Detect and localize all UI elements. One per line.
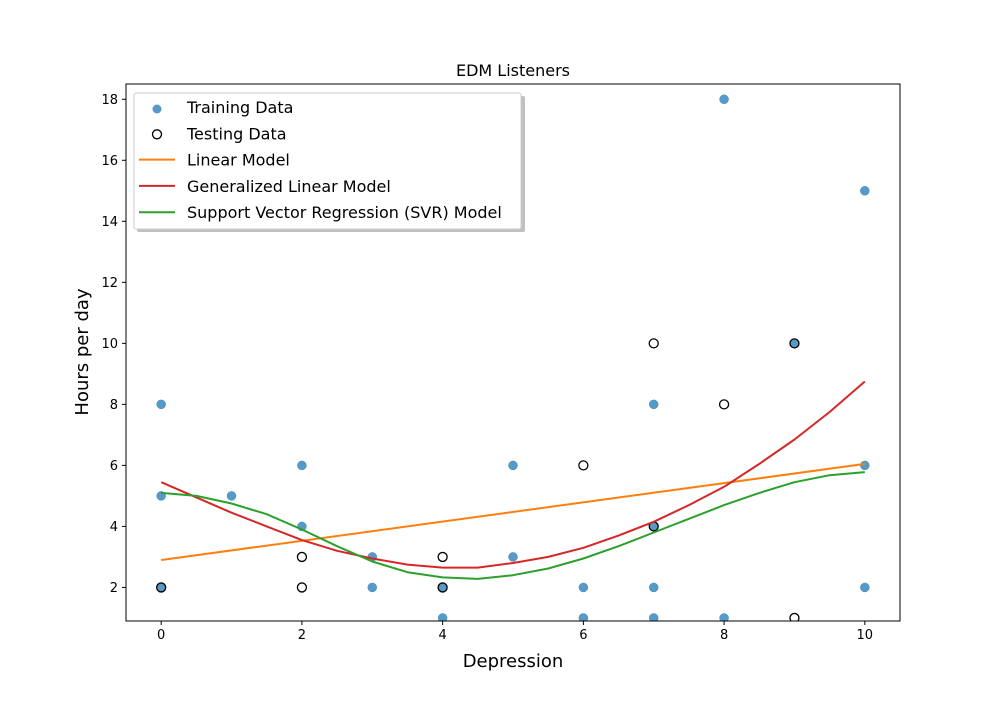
series-layer: [156, 94, 870, 621]
training-data-point: [297, 460, 307, 471]
training-data-point: [367, 582, 378, 593]
training-data-point: [648, 582, 659, 593]
legend-entry-glm: Generalized Linear Model: [187, 177, 391, 196]
linear-model-line: [161, 462, 865, 561]
y-tick-label: 4: [110, 520, 118, 535]
legend-entry-svr-model: Support Vector Regression (SVR) Model: [187, 203, 502, 222]
training-data-point: [860, 582, 870, 593]
y-tick-label: 10: [101, 337, 118, 352]
x-axis-ticks: 0 2 4 6 8 10: [157, 621, 873, 643]
training-data-point: [648, 613, 659, 621]
y-tick-label: 12: [101, 276, 118, 291]
testing-data-point: [296, 582, 308, 593]
x-tick-label: 4: [438, 628, 446, 643]
glm-line: [160, 380, 866, 569]
testing-data-point: [578, 460, 589, 471]
x-tick-label: 2: [298, 628, 306, 643]
x-axis-label: Depression: [463, 651, 564, 672]
training-data-point: [860, 460, 870, 471]
legend-marker-testing: [151, 129, 163, 140]
testing-data-point: [156, 582, 167, 593]
training-data-point: [719, 613, 729, 621]
legend-entry-testing-data: Testing Data: [186, 124, 287, 143]
training-data-point: [860, 186, 870, 196]
testing-data-point: [789, 612, 800, 621]
legend: Training Data Testing Data Linear Model Gen…: [133, 92, 525, 232]
testing-data-point: [718, 399, 730, 410]
y-axis-ticks: 2 4 6 8 10 12 14 16 18: [101, 93, 126, 596]
testing-data-point: [789, 338, 800, 349]
y-tick-label: 2: [110, 581, 118, 596]
y-axis-label: Hours per day: [72, 288, 93, 416]
testing-data-point: [296, 551, 308, 563]
training-data-point: [648, 399, 659, 410]
plot-frame: [125, 83, 901, 622]
training-data-point: [508, 460, 518, 471]
chart-title: EDM Listeners: [456, 61, 570, 80]
x-tick-label: 0: [157, 628, 165, 643]
y-tick-label: 18: [101, 93, 118, 108]
training-data-point: [508, 552, 518, 562]
svr-model-line: [161, 471, 865, 580]
testing-data-point: [437, 582, 448, 593]
training-data-point: [437, 613, 448, 621]
legend-entry-training-data: Training Data: [186, 98, 293, 117]
y-tick-label: 16: [101, 154, 118, 169]
y-tick-label: 6: [110, 459, 118, 474]
legend-marker-training: [152, 104, 162, 114]
training-data-point: [578, 582, 589, 593]
x-tick-label: 8: [720, 628, 728, 643]
training-data-point: [156, 399, 166, 410]
y-tick-label: 8: [110, 398, 118, 413]
training-data-point: [226, 491, 237, 501]
testing-data-point: [437, 551, 448, 563]
x-tick-label: 6: [579, 628, 587, 643]
x-tick-label: 10: [857, 628, 874, 643]
training-data-point: [719, 94, 729, 105]
y-tick-label: 14: [101, 215, 118, 230]
legend-box: [133, 92, 522, 230]
testing-data-point: [648, 338, 659, 349]
training-data-point: [578, 613, 589, 621]
legend-entry-linear-model: Linear Model: [187, 151, 290, 170]
